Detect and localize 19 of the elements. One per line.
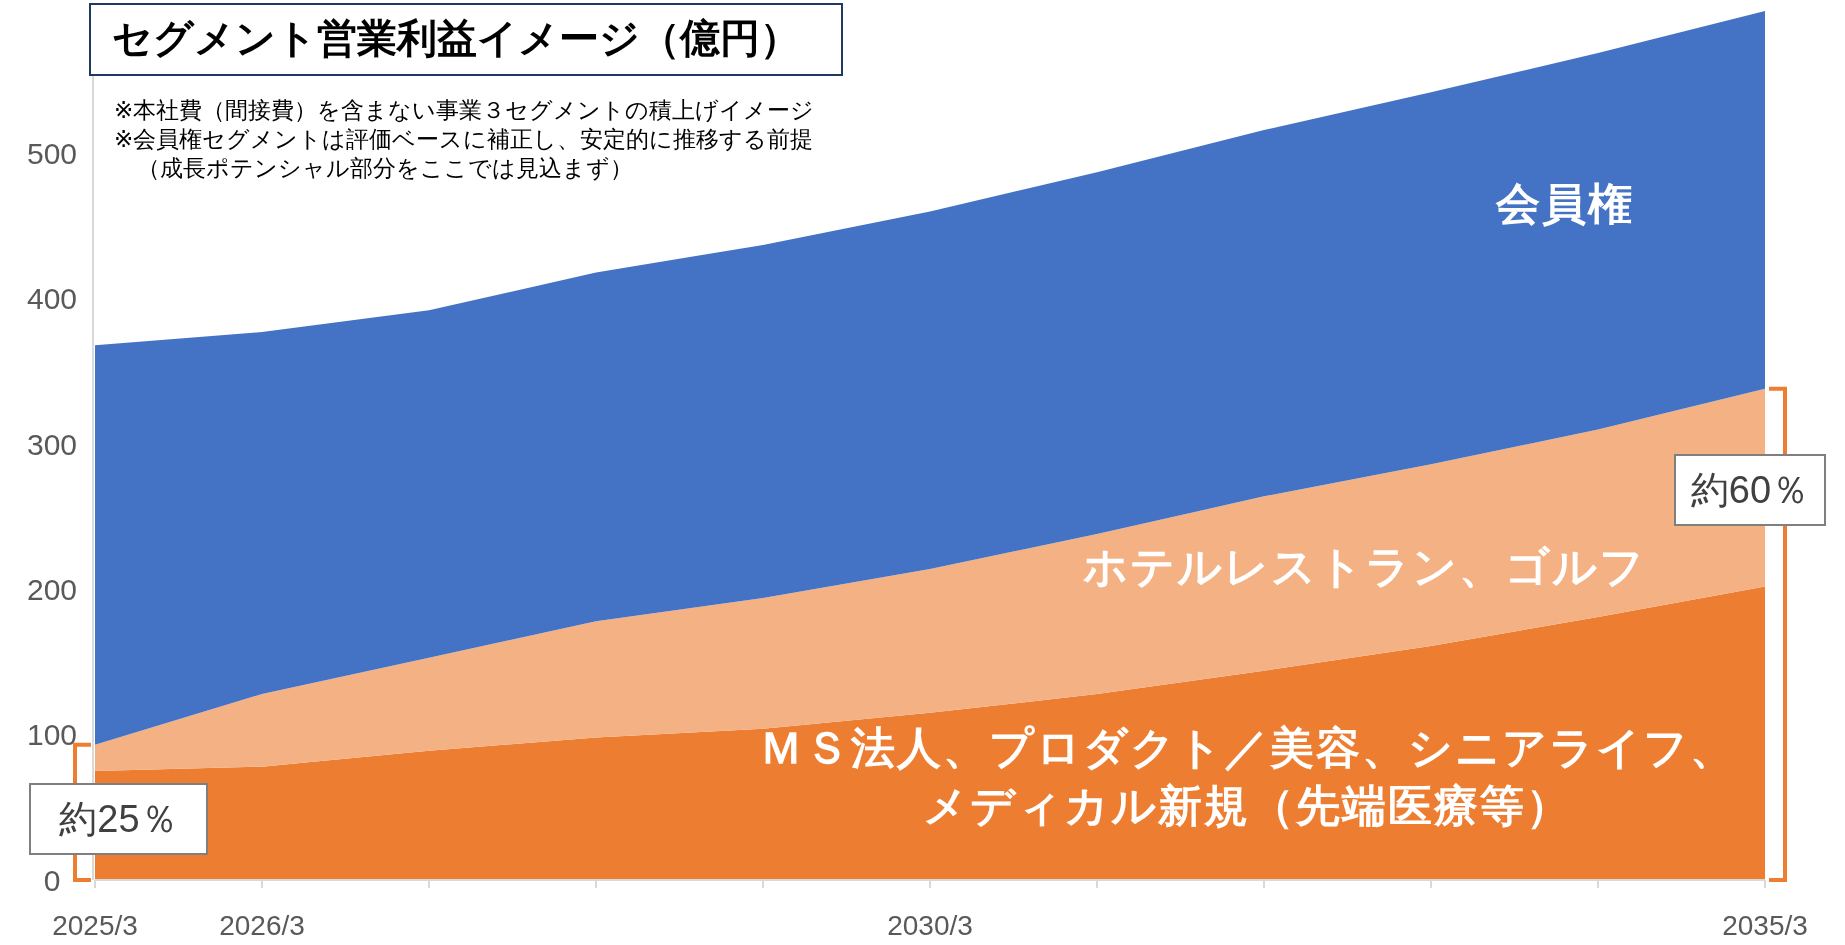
y-tick-label: 400: [26, 282, 78, 316]
series-label: 会員権: [1494, 178, 1634, 228]
series-label: ＭＳ法人、プロダクト／美容、シニアライフ、メディカル新規（先端医療等）: [758, 722, 1736, 830]
x-tick-label: 2026/3: [219, 910, 305, 941]
y-tick-label: 0: [43, 863, 61, 897]
y-tick-label: 200: [26, 572, 78, 606]
x-tick-label: 2030/3: [887, 910, 973, 941]
annotation: 約60％: [1690, 469, 1810, 511]
chart-title: セグメント営業利益イメージ（億円）: [112, 16, 800, 60]
x-tick-label: 2025/3: [52, 910, 138, 941]
annotation: （成長ポテンシャル部分をここでは見込まず）: [137, 155, 633, 181]
y-tick-label: 300: [26, 427, 78, 461]
y-tick-label: 100: [26, 718, 78, 752]
series-label: ホテルレストラン、ゴルフ: [1082, 541, 1646, 591]
annotation: ※会員権セグメントは評価ベースに補正し、安定的に推移する前提: [114, 126, 814, 152]
annotation: 約25％: [59, 798, 178, 840]
x-tick-label: 2035/3: [1722, 910, 1808, 941]
y-tick-label: 500: [26, 136, 78, 170]
annotation: ※本社費（間接費）を含まない事業３セグメントの積上げイメージ: [114, 97, 815, 123]
